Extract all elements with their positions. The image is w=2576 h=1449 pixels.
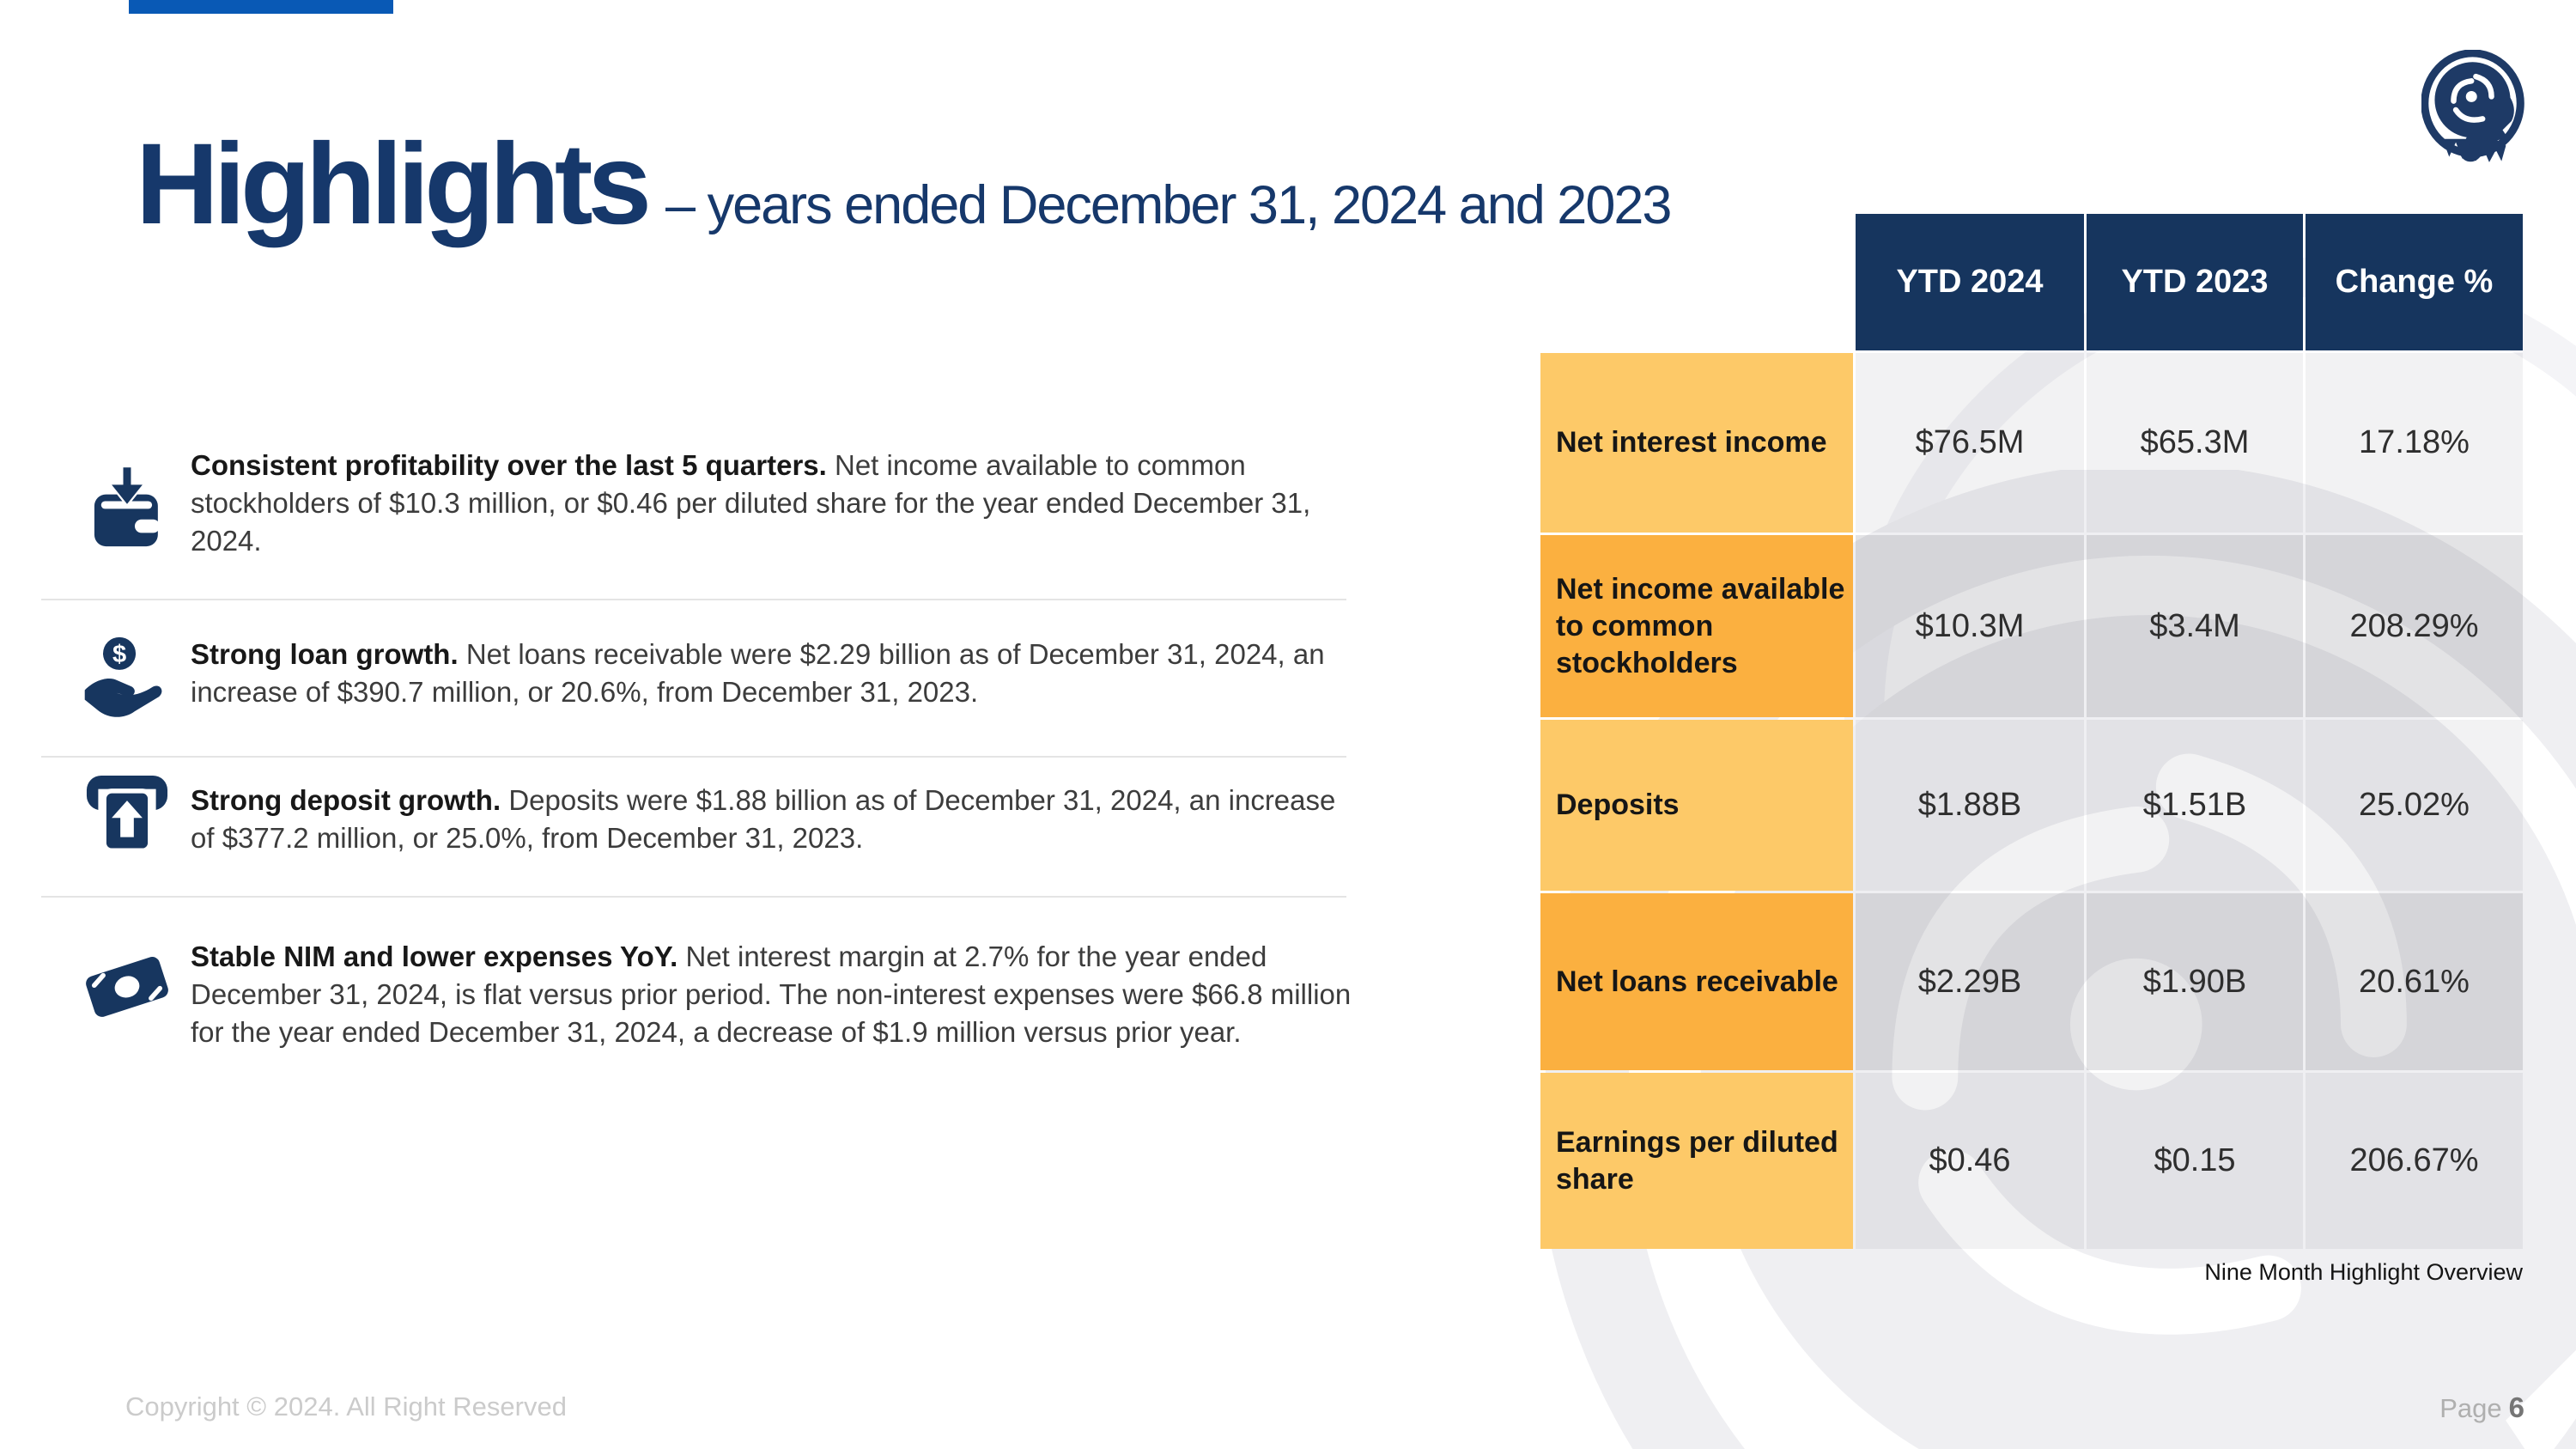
table-cell: $3.4M: [2087, 535, 2303, 717]
table-cell: $0.46: [1856, 1073, 2084, 1249]
page-subtitle: – years ended December 31, 2024 and 2023: [665, 175, 1672, 235]
bullet-deposit-growth: Strong deposit growth. Deposits were $1.…: [76, 775, 1355, 857]
wallet-deposit-icon: [79, 466, 175, 562]
conquistador-logo: [2421, 49, 2535, 170]
hand-coin-icon: $: [79, 630, 175, 727]
bullet-body: Net interest margin at 2.7% for the year…: [191, 941, 1352, 1048]
row-label: Earnings per diluted share: [1540, 1073, 1853, 1249]
banknote-icon: [79, 931, 175, 1027]
row-label: Deposits: [1540, 720, 1853, 891]
column-header-ytd-2024: YTD 2024: [1856, 214, 2084, 350]
table-caption: Nine Month Highlight Overview: [2204, 1259, 2523, 1285]
bullet-text: Stable NIM and lower expenses YoY. Net i…: [191, 938, 1355, 1051]
divider: [41, 896, 1346, 898]
accent-bar: [129, 0, 393, 14]
bullet-loan-growth: $ Strong loan growth. Net loans receivab…: [76, 636, 1355, 717]
bullet-lead: Strong deposit growth.: [191, 784, 501, 816]
title-row: Highlights – years ended December 31, 202…: [136, 127, 1672, 242]
bullet-lead: Stable NIM and lower expenses YoY.: [191, 941, 678, 972]
bullet-text: Strong loan growth. Net loans receivable…: [191, 636, 1355, 711]
bullet-text: Consistent profitability over the last 5…: [191, 447, 1355, 560]
row-label: Net income available to common stockhold…: [1540, 535, 1853, 717]
bullet-nim-expenses: Stable NIM and lower expenses YoY. Net i…: [76, 938, 1355, 1051]
header-empty-cell: [1540, 214, 1853, 350]
bullet-profitability: Consistent profitability over the last 5…: [76, 447, 1355, 560]
metrics-table: YTD 2024 YTD 2023 Change % Net interest …: [1540, 214, 2523, 1249]
column-header-change: Change %: [2306, 214, 2523, 350]
bullet-body: Net loans receivable were $2.29 billion …: [191, 638, 1325, 708]
table-cell: $0.15: [2087, 1073, 2303, 1249]
table-cell: 25.02%: [2306, 720, 2523, 891]
divider: [41, 756, 1346, 758]
table-cell: $1.51B: [2087, 720, 2303, 891]
column-header-ytd-2023: YTD 2023: [2087, 214, 2303, 350]
table-cell: $65.3M: [2087, 353, 2303, 533]
table-cell: $2.29B: [1856, 893, 2084, 1070]
page-label: Page: [2439, 1393, 2502, 1423]
row-label: Net interest income: [1540, 353, 1853, 533]
divider: [41, 599, 1346, 600]
copyright-text: Copyright © 2024. All Right Reserved: [125, 1391, 567, 1422]
table-cell: 208.29%: [2306, 535, 2523, 717]
table-cell: $76.5M: [1856, 353, 2084, 533]
row-label: Net loans receivable: [1540, 893, 1853, 1070]
table-cell: 206.67%: [2306, 1073, 2523, 1249]
bullet-body: Deposits were $1.88 billion as of Decemb…: [191, 784, 1336, 854]
svg-text:$: $: [112, 641, 126, 668]
bullet-body: Net income available to common stockhold…: [191, 449, 1311, 557]
bullet-text: Strong deposit growth. Deposits were $1.…: [191, 782, 1355, 857]
table-cell: 17.18%: [2306, 353, 2523, 533]
page-indicator: Page 6: [2439, 1391, 2524, 1424]
page-title: Highlights: [136, 120, 652, 248]
bullet-lead: Strong loan growth.: [191, 638, 459, 670]
page-number: 6: [2508, 1391, 2524, 1423]
bullet-lead: Consistent profitability over the last 5…: [191, 449, 827, 481]
table-cell: $10.3M: [1856, 535, 2084, 717]
table-cell: 20.61%: [2306, 893, 2523, 1070]
table-cell: $1.90B: [2087, 893, 2303, 1070]
table-cell: $1.88B: [1856, 720, 2084, 891]
atm-deposit-icon: [79, 768, 175, 864]
